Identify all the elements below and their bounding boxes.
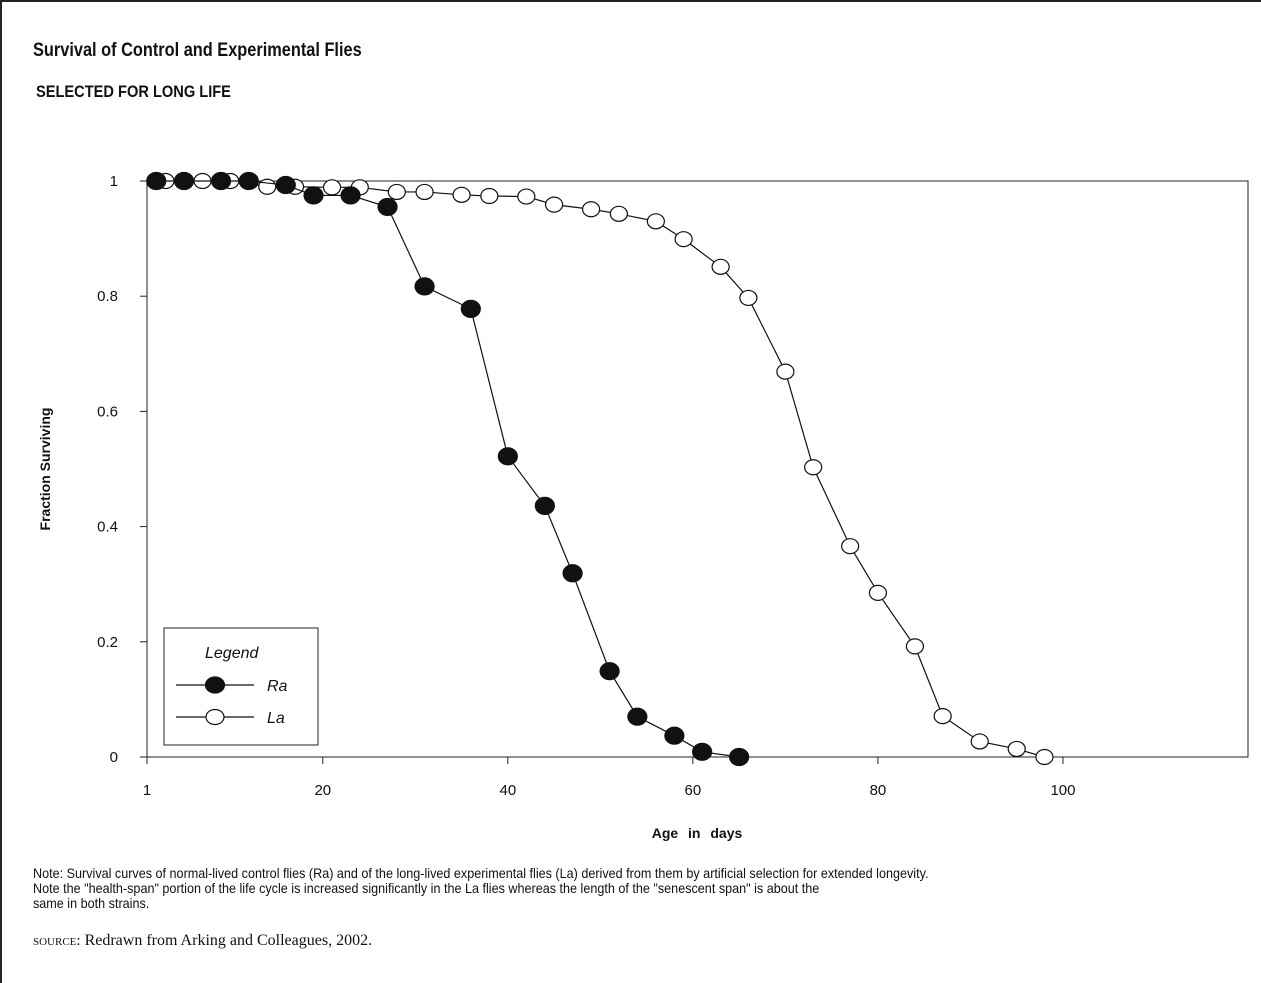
data-point-la [544,196,564,213]
legend-label-la: La [267,710,285,727]
data-point-la [258,178,277,195]
legend-marker-la [205,708,225,726]
chart-subtitle: SELECTED FOR LONG LIFE [36,82,231,101]
x-tick-label: 40 [499,782,516,799]
y-tick-label: 0.6 [97,403,118,420]
data-point-ra [627,707,648,726]
note-line-1: Note: Survival curves of normal-lived co… [33,865,929,881]
x-tick-label: 1 [143,782,151,799]
chart-title: Survival of Control and Experimental Fli… [33,40,362,61]
chart-note: Note: Survival curves of normal-lived co… [33,866,1248,911]
data-point-la [517,188,536,205]
data-point-la [646,213,665,230]
data-point-ra [146,171,167,191]
data-point-ra [210,171,232,191]
source-label: source: [33,933,81,949]
x-tick-label: 100 [1050,782,1075,799]
data-point-ra [664,726,685,745]
y-tick-label: 0.8 [97,288,118,305]
data-point-ra [497,447,518,466]
data-point-ra [729,747,750,767]
y-tick-label: 0.2 [97,634,118,651]
data-point-ra [238,171,259,191]
data-point-la [322,179,342,196]
data-point-ra [460,299,481,318]
data-point-la [674,231,693,248]
data-point-la [1035,748,1054,766]
data-point-la [609,205,628,222]
data-point-la [480,187,499,205]
data-point-la [933,708,952,725]
source-citation: source: Redrawn from Arking and Colleagu… [33,932,372,950]
data-point-la [804,459,823,476]
data-point-la [582,201,601,218]
data-point-ra [303,186,324,205]
x-tick-label: 60 [685,782,702,799]
data-point-ra [377,197,398,217]
data-point-la [415,183,434,201]
y-tick-label: 1 [110,173,118,190]
y-axis-label: Fraction Surviving [37,408,53,531]
data-point-la [970,733,989,750]
legend-marker-ra [204,676,226,694]
y-tick-label: 0.4 [97,519,118,536]
data-point-ra [534,496,555,515]
data-point-ra [414,277,435,296]
data-point-la [711,258,730,275]
note-line-2: Note the "health-span" portion of the li… [33,880,820,896]
x-tick-label: 20 [314,782,331,799]
source-text: Redrawn from Arking and Colleagues, 2002… [80,932,373,949]
data-point-la [387,183,406,201]
legend-label-ra: Ra [267,678,288,695]
data-point-la [1007,740,1026,758]
note-line-3: same in both strains. [33,895,150,911]
y-tick-label: 0 [110,749,118,766]
data-point-ra [275,175,296,195]
data-point-la [739,289,758,307]
data-point-ra [692,742,713,761]
legend-title: Legend [205,645,259,662]
x-axis-label: Age in days [652,825,743,841]
data-point-ra [173,171,195,191]
data-point-la [905,638,925,655]
data-point-la [868,584,888,601]
data-point-ra [562,564,583,583]
series-ra [146,171,750,767]
data-point-ra [599,662,620,681]
x-tick-label: 80 [870,782,887,799]
data-point-ra [340,186,361,205]
data-point-la [776,363,795,380]
data-point-la [841,538,860,555]
legend-box [163,627,319,746]
data-point-la [452,186,471,203]
